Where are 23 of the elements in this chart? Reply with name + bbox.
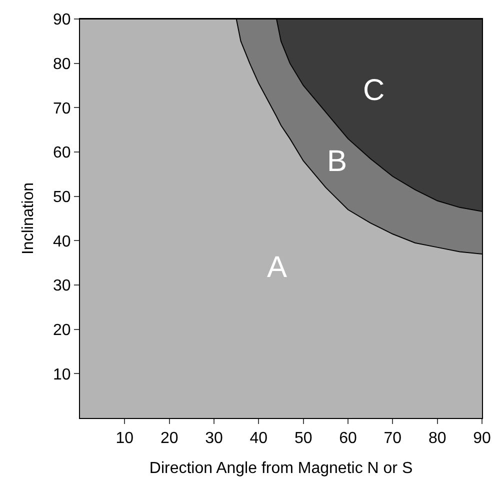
x-tick-label: 30 — [205, 430, 223, 448]
x-tick-label: 10 — [116, 430, 134, 448]
y-tick-label: 20 — [53, 322, 71, 339]
y-tick-label: 50 — [53, 188, 71, 206]
x-tick-label: 50 — [294, 430, 312, 448]
x-tick-label: 60 — [339, 430, 357, 448]
y-tick-label: 90 — [53, 12, 71, 29]
y-tick-label: 60 — [53, 144, 71, 162]
y-tick-label: 70 — [53, 100, 71, 118]
y-tick-label: 10 — [53, 366, 71, 384]
y-axis-title: Inclination — [20, 182, 37, 255]
y-tick-label: 30 — [53, 278, 71, 295]
x-tick-label: 80 — [428, 430, 446, 448]
y-tick-label: 40 — [53, 233, 71, 250]
x-tick-label: 90 — [473, 430, 491, 448]
y-tick-label: 80 — [53, 56, 71, 73]
series-label: B — [327, 145, 348, 178]
series-label: C — [363, 74, 385, 107]
x-tick-label: 40 — [250, 430, 268, 448]
series-label: A — [267, 251, 288, 284]
x-axis-title: Direction Angle from Magnetic N or S — [149, 460, 413, 477]
x-tick-label: 20 — [160, 430, 178, 448]
x-tick-label: 70 — [384, 430, 402, 448]
